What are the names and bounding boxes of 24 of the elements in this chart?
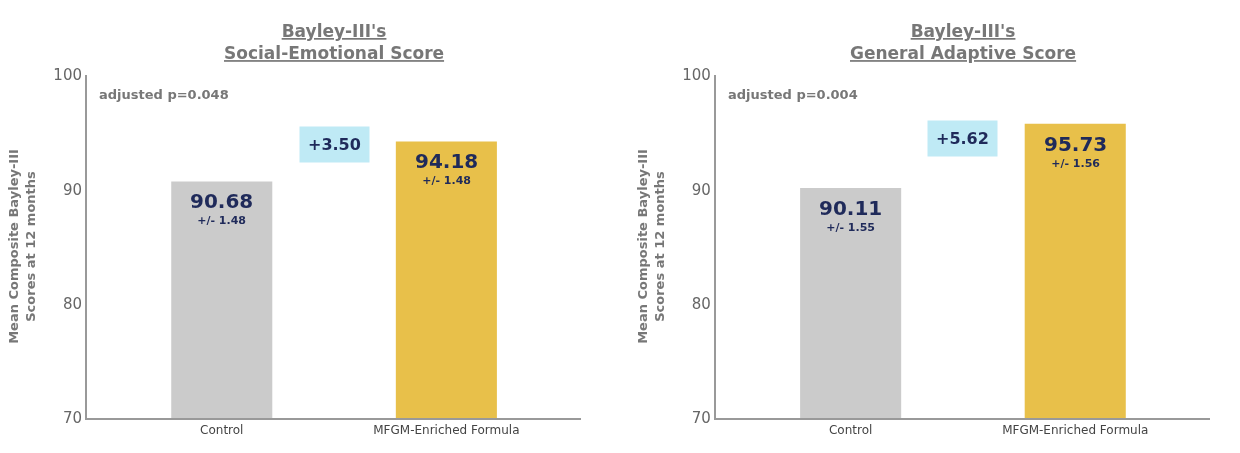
y-axis-title: Mean Composite Bayley-III Scores at 12 months (5, 149, 38, 344)
y-tick-label: 90 (62, 180, 82, 199)
y-tick-label: 80 (691, 294, 711, 313)
data-label: 90.11 +/- 1.55 (819, 196, 883, 234)
data-label: 90.68 +/- 1.48 (190, 189, 254, 227)
chart-title: Bayley-III's Social-Emotional Score (224, 21, 445, 64)
data-label: 94.18 +/- 1.48 (415, 149, 479, 187)
data-label: 95.73 +/- 1.56 (1044, 132, 1108, 170)
annotation: +3.50 (308, 135, 361, 154)
y-tick-label: 70 (62, 409, 82, 428)
y-tick-label: 100 (53, 66, 82, 85)
annotation: adjusted p=0.004 (728, 87, 858, 102)
y-axis-title: Mean Composite Bayley-III Scores at 12 months (634, 149, 667, 344)
y-tick-label: 90 (691, 180, 711, 199)
annotation: +5.62 (936, 129, 989, 148)
x-tick-label: Control (828, 423, 873, 438)
y-tick-label: 70 (691, 409, 711, 428)
y-tick-label: 100 (682, 66, 711, 85)
x-tick-label: MFGM-Enriched Formula (373, 423, 520, 438)
chart-title: Bayley-III's General Adaptive Score (850, 21, 1077, 64)
x-tick-label: Control (200, 423, 244, 438)
y-tick-label: 80 (62, 294, 82, 313)
annotation: adjusted p=0.048 (99, 87, 229, 102)
x-tick-label: MFGM-Enriched Formula (1002, 423, 1149, 438)
